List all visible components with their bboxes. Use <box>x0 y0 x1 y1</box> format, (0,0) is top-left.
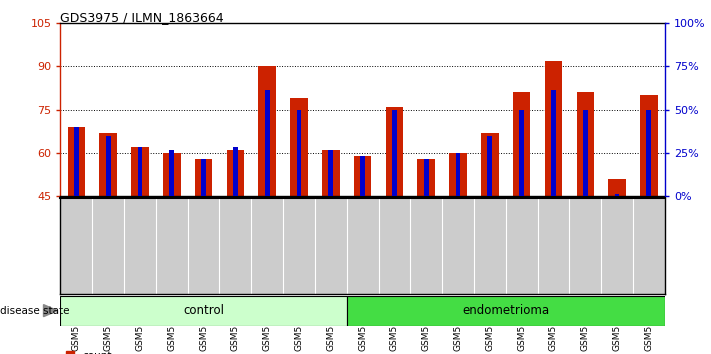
Bar <box>417 159 435 196</box>
Bar <box>577 92 594 196</box>
Bar <box>169 150 174 196</box>
Text: disease state: disease state <box>0 306 70 316</box>
Bar <box>106 136 110 196</box>
Bar <box>201 159 206 196</box>
Bar <box>360 156 365 196</box>
Bar <box>424 159 429 196</box>
Bar <box>513 92 530 196</box>
Bar <box>227 150 244 196</box>
Bar <box>68 127 85 196</box>
Text: endometrioma: endometrioma <box>462 304 550 317</box>
Bar <box>385 107 403 196</box>
Text: GDS3975 / ILMN_1863664: GDS3975 / ILMN_1863664 <box>60 11 224 24</box>
Bar <box>137 147 142 196</box>
Bar <box>354 156 371 196</box>
Bar <box>195 159 213 196</box>
Bar <box>545 61 562 196</box>
Bar <box>583 110 588 196</box>
Bar <box>456 153 461 196</box>
Bar <box>551 90 556 196</box>
Bar <box>74 127 79 196</box>
Bar <box>322 150 340 196</box>
Bar <box>290 98 308 196</box>
Bar <box>233 147 237 196</box>
Bar <box>132 147 149 196</box>
Bar <box>258 67 276 196</box>
Bar <box>100 133 117 196</box>
Bar <box>60 296 347 326</box>
Bar <box>449 153 467 196</box>
Bar <box>640 95 658 196</box>
Bar <box>519 110 524 196</box>
Text: control: control <box>183 304 224 317</box>
Bar <box>296 110 301 196</box>
Bar <box>481 133 498 196</box>
Polygon shape <box>43 304 58 317</box>
Bar <box>328 150 333 196</box>
Bar <box>264 90 269 196</box>
Bar <box>646 110 651 196</box>
Bar <box>163 153 181 196</box>
Bar <box>347 296 665 326</box>
Bar <box>488 136 492 196</box>
Bar <box>392 110 397 196</box>
Bar <box>609 179 626 196</box>
Bar <box>615 194 619 196</box>
Legend: count, percentile rank within the sample: count, percentile rank within the sample <box>65 351 258 354</box>
